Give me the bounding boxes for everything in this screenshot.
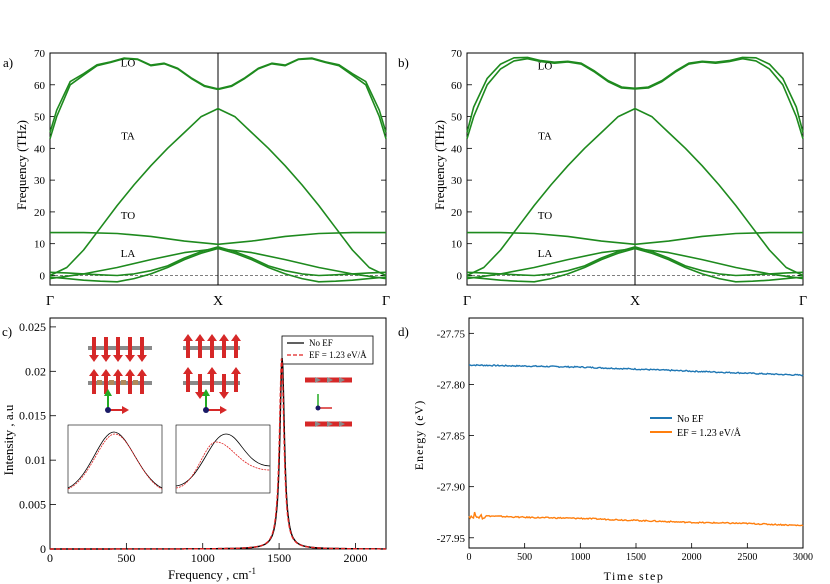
y-tick-label: 70 xyxy=(34,48,46,60)
inset-plot-2 xyxy=(175,424,271,494)
y-tick-label: -27.80 xyxy=(437,379,466,391)
branch-label: LA xyxy=(121,248,136,260)
panel-d-legend: No EF EF = 1.23 eV/Å xyxy=(650,414,742,439)
axes-triad-2 xyxy=(202,389,227,414)
y-tick-label: 40 xyxy=(451,143,463,155)
y-tick-label: 30 xyxy=(34,175,46,187)
y-tick-label: 20 xyxy=(34,207,46,219)
x-tick-label: X xyxy=(213,294,223,309)
x-tick-label: 2000 xyxy=(343,551,367,565)
y-tick-label: 0.01 xyxy=(25,453,46,467)
y-tick-label: 50 xyxy=(451,112,463,124)
panel-b: b) Frequency (THz) 0 10 20 30 40 50 60 70 Γ X Γ LO T… xyxy=(398,48,807,309)
branch-label: TA xyxy=(121,131,135,143)
x-tick-label: 3000 xyxy=(793,552,813,563)
y-tick-label: 0 xyxy=(40,542,46,556)
mode-1-bottom-schematic xyxy=(88,369,152,394)
x-tick-label: 0 xyxy=(467,552,472,563)
spectrum-ef xyxy=(50,358,386,550)
y-tick-label: 0 xyxy=(40,270,46,282)
y-tick-label: 0.02 xyxy=(25,364,46,378)
x-tick-label: X xyxy=(630,294,640,309)
legend-d-ef-label: EF = 1.23 eV/Å xyxy=(677,427,742,439)
y-tick-label: 60 xyxy=(34,80,46,92)
y-tick-label: -27.85 xyxy=(437,431,466,443)
energy-series-0 xyxy=(469,363,804,377)
branch-label: TO xyxy=(121,210,136,222)
x-tick-label: 500 xyxy=(517,552,532,563)
molecule-schematics xyxy=(88,334,352,427)
inset-plot-1 xyxy=(67,424,163,494)
axes-triad-1 xyxy=(104,389,129,414)
panel-d: d) Energy (eV) Time step No EF EF = 1.23… xyxy=(398,317,813,583)
panel-c-ylabel: Intensity , a.u xyxy=(1,404,16,475)
band-LO-2 xyxy=(49,57,387,133)
mode-1-top-schematic xyxy=(88,337,152,362)
x-tick-label: 1000 xyxy=(570,552,590,563)
panel-a: a) Frequency (THz) 0 10 20 30 40 50 60 70 Γ X Γ LO T… xyxy=(3,48,390,309)
legend-ef-label: EF = 1.23 eV/Å xyxy=(309,350,367,360)
y-tick-label: 0.015 xyxy=(19,409,46,423)
x-tick-label: Γ xyxy=(382,294,390,309)
y-tick-label: 30 xyxy=(451,175,463,187)
panel-d-ylabel: Energy (eV) xyxy=(412,400,426,470)
x-tick-label: 1500 xyxy=(626,552,646,563)
y-tick-label: 50 xyxy=(34,112,46,124)
mode-2-bottom-schematic xyxy=(183,367,241,399)
y-tick-label: 0.025 xyxy=(19,320,46,334)
band-LO-2 xyxy=(466,56,804,133)
band-TO xyxy=(50,231,386,246)
x-tick-label: 500 xyxy=(117,551,135,565)
band-low-1 xyxy=(466,247,804,283)
x-tick-label: Γ xyxy=(46,294,54,309)
x-tick-label: 1500 xyxy=(267,551,291,565)
panel-c-label: c) xyxy=(2,324,12,339)
mode-3-schematic xyxy=(305,377,352,427)
band-low-2 xyxy=(49,246,387,277)
x-tick-label: Γ xyxy=(799,294,807,309)
panel-a-ylabel: Frequency (THz) xyxy=(14,120,29,210)
branch-label: TA xyxy=(538,131,552,143)
x-tick-label: 1000 xyxy=(191,551,215,565)
energy-series-1 xyxy=(468,511,804,527)
branch-label: LO xyxy=(121,58,136,70)
y-tick-label: 10 xyxy=(451,239,463,251)
y-tick-label: -27.95 xyxy=(437,533,466,545)
panel-d-label: d) xyxy=(398,324,409,339)
mode-2-top-schematic xyxy=(183,334,241,358)
legend-d-no-ef-label: No EF xyxy=(677,414,704,425)
panel-b-label: b) xyxy=(398,55,409,70)
band-TA xyxy=(49,107,387,277)
panel-c: c) Intensity , a.u Frequency , cm-1 No E… xyxy=(1,317,387,582)
band-TA xyxy=(466,107,804,277)
panel-a-label: a) xyxy=(3,55,13,70)
branch-label: LO xyxy=(538,61,553,73)
band-TO xyxy=(467,231,803,246)
x-tick-label: 2500 xyxy=(737,552,757,563)
y-tick-label: 40 xyxy=(34,143,46,155)
y-tick-label: 70 xyxy=(451,48,463,60)
panel-c-legend: No EF EF = 1.23 eV/Å xyxy=(281,335,374,365)
band-low-2 xyxy=(466,246,804,277)
plot-frame xyxy=(468,317,804,549)
panel-c-xlabel: Frequency , cm-1 xyxy=(168,566,256,582)
panel-b-ylabel: Frequency (THz) xyxy=(432,120,447,210)
x-tick-label: 2000 xyxy=(682,552,702,563)
y-tick-label: 60 xyxy=(451,80,463,92)
band-low-1 xyxy=(49,247,387,283)
x-tick-label: 0 xyxy=(47,551,53,565)
y-tick-label: -27.75 xyxy=(437,328,466,340)
branch-label: TO xyxy=(538,210,553,222)
branch-label: LA xyxy=(538,248,553,260)
y-tick-label: 20 xyxy=(451,207,463,219)
y-tick-label: -27.90 xyxy=(437,482,466,494)
x-tick-label: Γ xyxy=(463,294,471,309)
legend-no-ef-label: No EF xyxy=(309,338,333,348)
y-tick-label: 0 xyxy=(457,270,463,282)
y-tick-label: 10 xyxy=(34,239,46,251)
panel-d-xlabel: Time step xyxy=(604,569,665,583)
y-tick-label: 0.005 xyxy=(19,498,46,512)
